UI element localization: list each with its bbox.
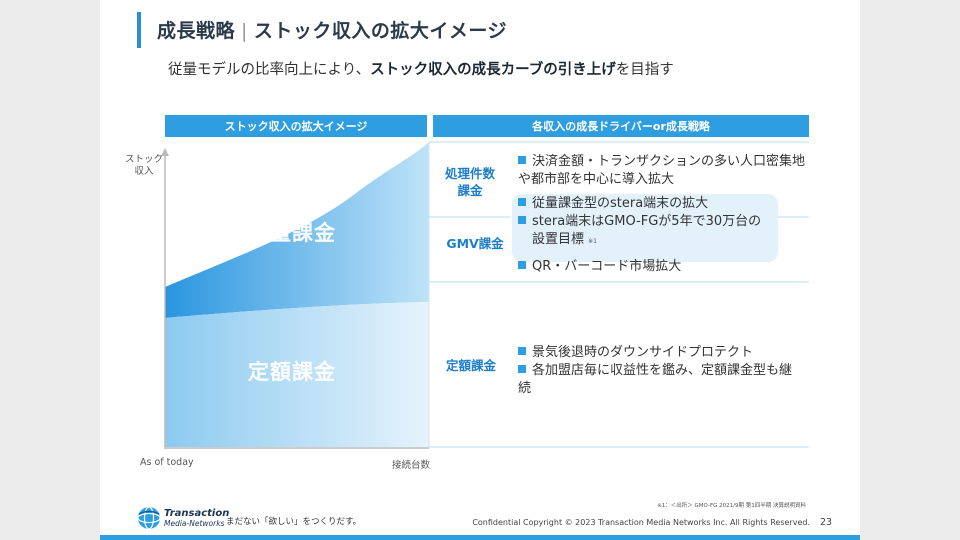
slide: 成長戦略 | ストック収入の拡大イメージ 従量モデルの比率向上により、ストック収入の… <box>100 0 860 540</box>
logo-text: Transaction Media-Networks <box>164 507 230 528</box>
page-title: 成長戦略 | ストック収入の拡大イメージ <box>157 16 507 43</box>
group-label-gmv-fee: GMV課金 <box>446 236 504 251</box>
footnote-marker: ※1 <box>588 238 598 245</box>
title-separator: | <box>241 20 248 42</box>
bullet-square-icon <box>518 365 526 373</box>
company-logo: Transaction Media-Networks <box>137 505 229 531</box>
subtitle-emphasis: ストック収入の成長カーブの引き上げ <box>370 62 616 78</box>
tagline: まだない「欲しい」をつくりだす。 <box>226 517 362 527</box>
bullet-square-icon <box>518 198 526 206</box>
bullet-square-icon <box>518 347 526 355</box>
subtitle-pre: 従量モデルの比率向上により、 <box>168 62 371 78</box>
list-item: 景気後退時のダウンサイドプロテクト <box>518 344 798 362</box>
y-axis-label: ストック 収入 <box>124 154 163 177</box>
bullet-square-icon <box>518 156 526 164</box>
stera-highlight-bubble <box>512 194 778 262</box>
title-sub: ストック収入の拡大イメージ <box>253 20 508 42</box>
logo-line-2: Media-Networks <box>164 518 225 528</box>
list-item: QR・バーコード市場拡大 <box>518 258 780 276</box>
title-accent-bar <box>137 12 141 48</box>
fixed-fee-label: 定額課金 <box>248 360 336 384</box>
title-main: 成長戦略 <box>157 20 236 42</box>
page-number: 23 <box>820 517 833 528</box>
fixed-fee-area <box>165 302 429 447</box>
x-axis-start-label: As of today <box>140 457 194 468</box>
variable-fee-label: 従量課金 <box>248 221 336 245</box>
list-item: stera端末はGMO-FGが5年で30万台の <box>518 213 780 231</box>
list-item-continuation: 設置目標 ※1 <box>532 232 598 247</box>
bullet-square-icon <box>518 261 526 269</box>
list-item: 従量課金型のstera端末の拡大 <box>518 195 780 213</box>
left-panel-header: ストック収入の拡大イメージ <box>165 115 427 137</box>
group-label-transaction-fee: 処理件数 課金 <box>444 166 495 198</box>
group-label-fixed-fee: 定額課金 <box>445 358 496 373</box>
variable-fee-area <box>165 142 429 318</box>
copyright: Confidential Copyright © 2023 Transactio… <box>472 518 810 527</box>
globe-logo-icon <box>137 506 161 530</box>
footnote: ※1：＜出所＞ GMO-FG 2021/9期 第1四半期 決算説明資料 <box>657 503 806 509</box>
list-item: 決済金額・トランザクションの多い人口密集地や都市部を中心に導入拡大 <box>518 154 806 188</box>
growth-diagram <box>161 141 809 449</box>
bullet-square-icon <box>518 216 526 224</box>
page-subtitle: 従量モデルの比率向上により、ストック収入の成長カーブの引き上げを目指す <box>168 58 674 79</box>
bottom-accent-bar <box>100 535 860 540</box>
subtitle-post: を目指す <box>615 62 674 78</box>
right-panel-header: 各収入の成長ドライバーor成長戦略 <box>433 115 809 137</box>
logo-line-1: Transaction <box>164 507 230 519</box>
x-axis-end-label: 接続台数 <box>392 460 431 471</box>
y-axis-arrow <box>161 148 169 156</box>
list-item: 各加盟店毎に収益性を鑑み、定額課金型も継続 <box>518 363 793 397</box>
